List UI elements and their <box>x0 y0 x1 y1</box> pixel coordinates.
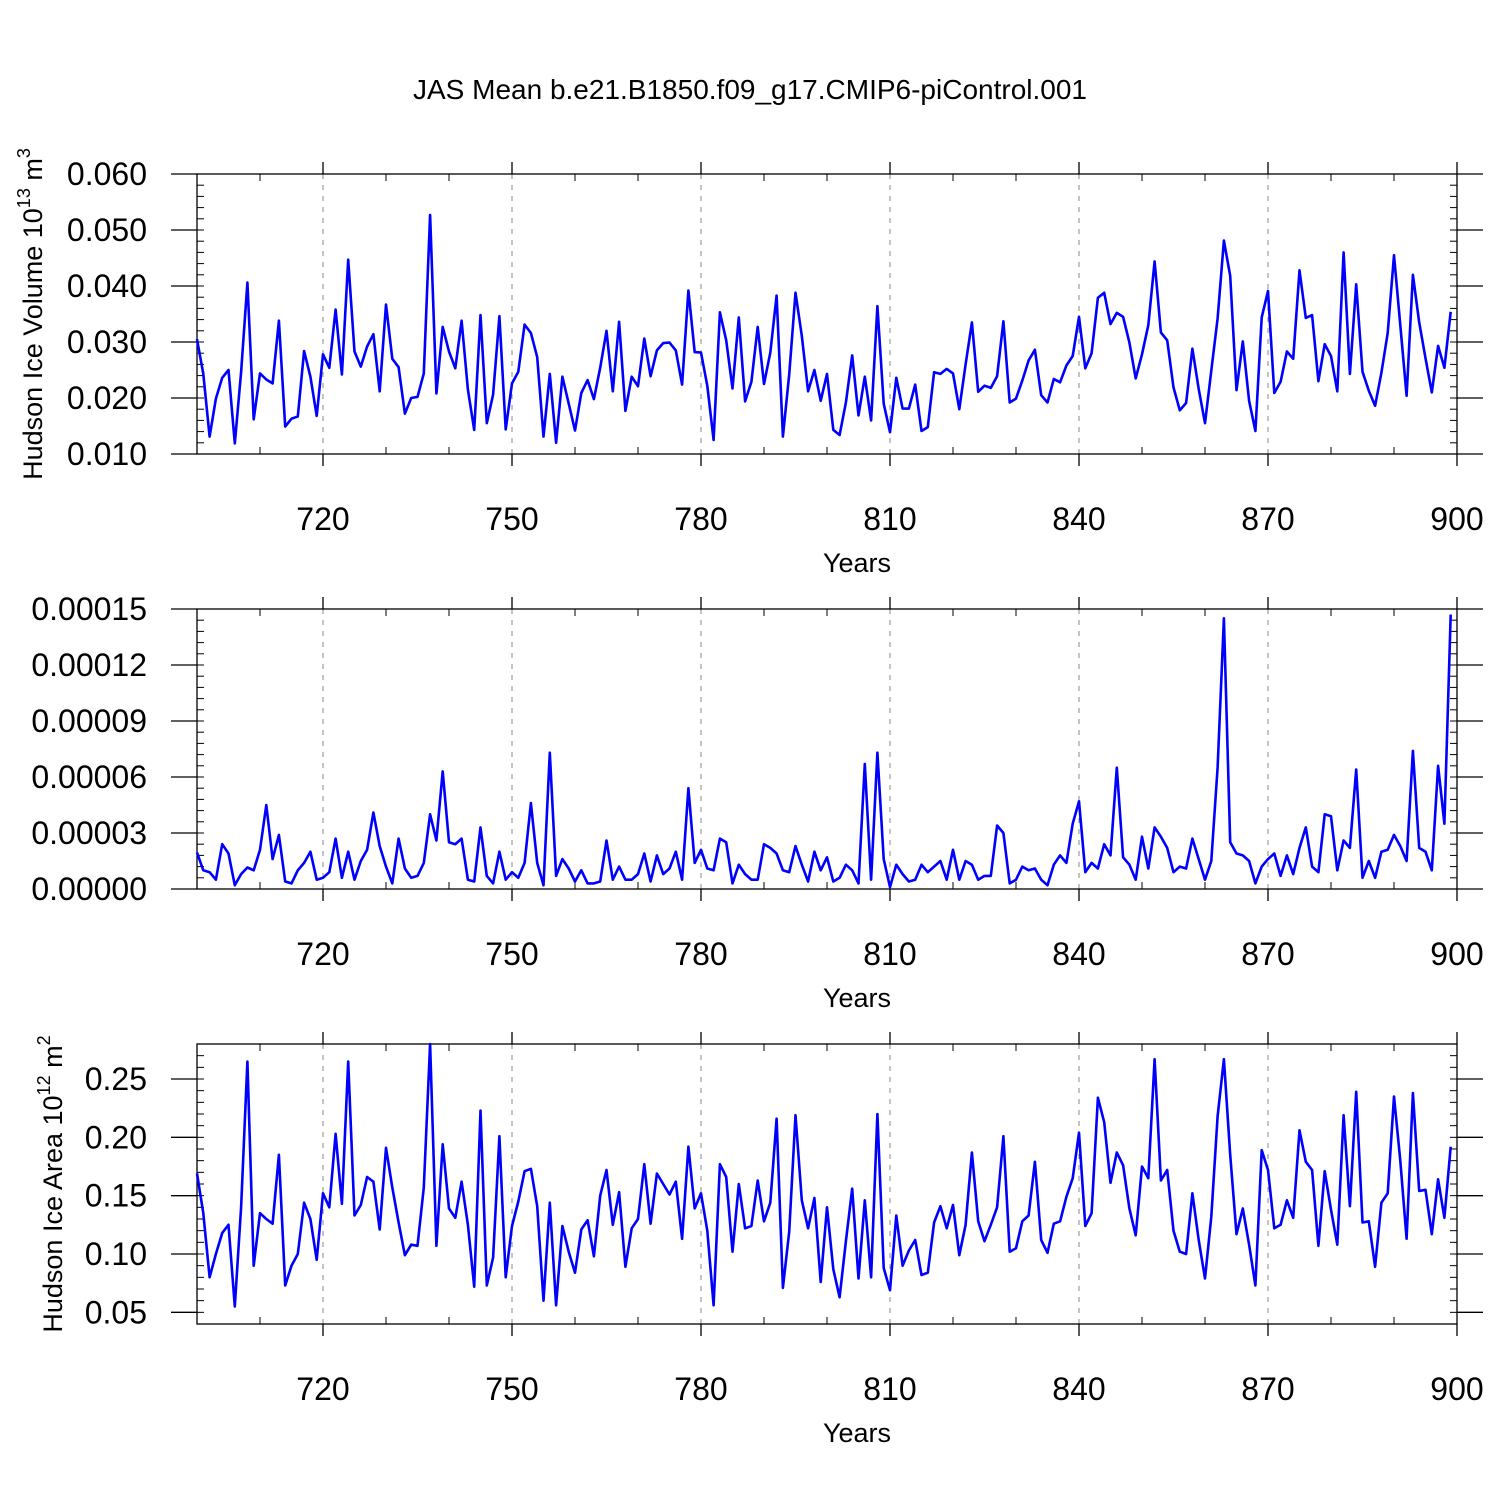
y-axis-title-unit: m <box>38 1045 68 1075</box>
x-tick-label: 900 <box>1430 1371 1483 1407</box>
x-tick-label: 750 <box>485 501 538 537</box>
y-tick-label: 0.00003 <box>31 815 147 851</box>
plot-frame <box>196 608 1458 890</box>
x-tick-label: 900 <box>1430 501 1483 537</box>
y-axis-title-exponent: 13 <box>14 188 34 208</box>
x-tick-label: 810 <box>863 1371 916 1407</box>
y-axis-title-exponent: 12 <box>34 1075 54 1095</box>
x-tick-label: 810 <box>863 936 916 972</box>
x-tick-label: 810 <box>863 501 916 537</box>
y-tick-label: 0.040 <box>67 268 147 304</box>
x-tick-label: 750 <box>485 1371 538 1407</box>
y-tick-label: 0.030 <box>67 324 147 360</box>
x-tick-label: 840 <box>1052 501 1105 537</box>
panel-ice-area: 720 750 780 810 840 870 900 0.05 0.10 0.15 0.20 0.2… <box>34 1032 1484 1448</box>
chart-title: JAS Mean b.e21.B1850.f09_g17.CMIP6-piCon… <box>413 74 1087 105</box>
x-tick-label: 840 <box>1052 936 1105 972</box>
x-tick-label: 720 <box>296 936 349 972</box>
y-tick-label: 0.00015 <box>31 591 147 627</box>
y-tick-label: 0.05 <box>85 1294 147 1330</box>
y-tick-label: 0.050 <box>67 212 147 248</box>
x-tick-label: 750 <box>485 936 538 972</box>
y-axis-title: Hudson Ice Area 1012 m2 <box>34 1035 68 1332</box>
x-tick-label: 720 <box>296 501 349 537</box>
y-tick-label: 0.25 <box>85 1061 147 1097</box>
x-tick-label: 870 <box>1241 936 1294 972</box>
y-axis-title: Hudson Ice Volume 1013 m3 <box>14 148 48 480</box>
y-axis-title-unit-exponent: 2 <box>34 1035 54 1045</box>
y-tick-label: 0.20 <box>85 1119 147 1155</box>
y-tick-label: 0.010 <box>67 436 147 472</box>
x-tick-label: 870 <box>1241 1371 1294 1407</box>
x-tick-label: 720 <box>296 1371 349 1407</box>
x-axis-title: Years <box>823 1418 891 1448</box>
y-tick-label: 0.00012 <box>31 647 147 683</box>
x-tick-label: 780 <box>674 1371 727 1407</box>
series-line-snow-volume <box>195 614 1452 889</box>
y-tick-label: 0.00009 <box>31 703 147 739</box>
x-tick-label: 780 <box>674 501 727 537</box>
x-tick-label: 840 <box>1052 1371 1105 1407</box>
y-tick-label: 0.15 <box>85 1178 147 1214</box>
y-tick-label: 0.10 <box>85 1236 147 1272</box>
x-tick-label: 900 <box>1430 936 1483 972</box>
x-axis-title: Years <box>823 983 891 1013</box>
y-axis-title-unit-exponent: 3 <box>14 148 34 158</box>
y-tick-label: 0.00006 <box>31 759 147 795</box>
y-axis-title-text: Hudson Ice Volume 10 <box>18 208 48 480</box>
series-line-ice-area <box>195 1042 1452 1308</box>
series-line-ice-volume <box>195 213 1452 445</box>
x-axis-title: Years <box>823 548 891 578</box>
y-axis-title-unit: m <box>18 158 48 188</box>
panel-snow-volume: 720 750 780 810 840 870 900 0.00000 0.00003 0.000… <box>31 591 1483 1013</box>
plot-frame <box>196 1043 1458 1325</box>
x-tick-label: 870 <box>1241 501 1294 537</box>
y-tick-label: 0.020 <box>67 380 147 416</box>
panel-ice-volume: 720 750 780 810 840 870 900 0.010 0.020 0.030 0.04… <box>14 148 1484 578</box>
y-axis-title-text: Hudson Ice Area 10 <box>38 1095 68 1332</box>
x-tick-label: 780 <box>674 936 727 972</box>
y-tick-label: 0.00000 <box>31 871 147 907</box>
y-tick-label: 0.060 <box>67 156 147 192</box>
